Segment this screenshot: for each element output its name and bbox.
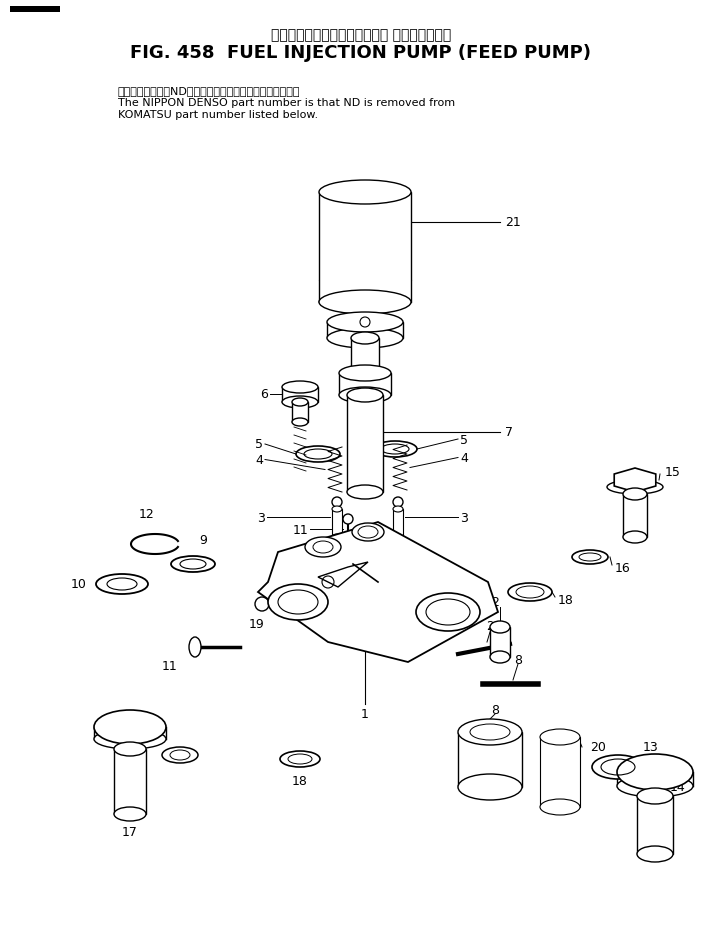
Ellipse shape xyxy=(623,531,647,544)
Ellipse shape xyxy=(282,382,318,393)
Polygon shape xyxy=(282,387,318,403)
Text: 8: 8 xyxy=(491,704,499,717)
Text: 20: 20 xyxy=(590,741,606,754)
Ellipse shape xyxy=(282,397,318,408)
Circle shape xyxy=(343,514,353,525)
Ellipse shape xyxy=(592,755,644,779)
Ellipse shape xyxy=(623,488,647,501)
Ellipse shape xyxy=(268,585,328,621)
Text: 9: 9 xyxy=(199,533,207,545)
Polygon shape xyxy=(351,339,379,373)
Circle shape xyxy=(255,597,269,611)
Text: 品番のメーカ記号NDを除いたものが日本電装の品番です。: 品番のメーカ記号NDを除いたものが日本電装の品番です。 xyxy=(118,86,300,96)
Ellipse shape xyxy=(339,366,391,382)
Ellipse shape xyxy=(540,799,580,815)
Ellipse shape xyxy=(393,534,403,541)
Bar xyxy=(10,7,60,13)
Polygon shape xyxy=(347,396,383,492)
Text: KOMATSU part number listed below.: KOMATSU part number listed below. xyxy=(118,109,318,120)
Text: 15: 15 xyxy=(665,466,681,479)
Polygon shape xyxy=(458,732,522,787)
Ellipse shape xyxy=(339,387,391,404)
Text: 21: 21 xyxy=(505,216,521,229)
Polygon shape xyxy=(540,737,580,807)
Ellipse shape xyxy=(637,846,673,863)
Text: 8: 8 xyxy=(514,653,522,665)
Ellipse shape xyxy=(416,593,480,631)
Circle shape xyxy=(332,498,342,507)
Text: 6: 6 xyxy=(260,388,268,401)
Ellipse shape xyxy=(393,506,403,512)
Ellipse shape xyxy=(327,328,403,348)
Text: 7: 7 xyxy=(505,426,513,439)
Ellipse shape xyxy=(292,399,308,407)
Polygon shape xyxy=(614,468,656,492)
Text: フェルインジェクションポンプ フィードポンプ: フェルインジェクションポンプ フィードポンプ xyxy=(271,28,451,42)
Text: The NIPPON DENSO part number is that ND is removed from: The NIPPON DENSO part number is that ND … xyxy=(118,98,455,108)
Ellipse shape xyxy=(458,774,522,801)
Ellipse shape xyxy=(332,506,342,512)
Text: FIG. 458  FUEL INJECTION PUMP (FEED PUMP): FIG. 458 FUEL INJECTION PUMP (FEED PUMP) xyxy=(131,44,591,62)
Text: 17: 17 xyxy=(122,825,138,839)
Polygon shape xyxy=(319,193,411,303)
Ellipse shape xyxy=(617,754,693,790)
Text: 4: 4 xyxy=(255,453,263,466)
Text: 10: 10 xyxy=(71,578,87,591)
Text: 3: 3 xyxy=(460,511,468,524)
Ellipse shape xyxy=(114,743,146,756)
Polygon shape xyxy=(637,796,673,854)
Text: 18: 18 xyxy=(292,775,308,787)
Text: 11: 11 xyxy=(292,523,308,536)
Ellipse shape xyxy=(540,729,580,745)
Text: 5: 5 xyxy=(255,438,263,451)
Ellipse shape xyxy=(347,486,383,500)
Polygon shape xyxy=(490,627,510,657)
Ellipse shape xyxy=(617,775,693,797)
Polygon shape xyxy=(393,509,403,538)
Ellipse shape xyxy=(352,524,384,542)
Ellipse shape xyxy=(94,729,166,749)
Text: 1: 1 xyxy=(361,707,369,721)
Ellipse shape xyxy=(351,332,379,345)
Polygon shape xyxy=(339,373,391,396)
Text: 2: 2 xyxy=(491,596,499,609)
Text: 2: 2 xyxy=(486,620,494,633)
Circle shape xyxy=(393,498,403,507)
Text: 19: 19 xyxy=(249,618,265,631)
Ellipse shape xyxy=(114,807,146,822)
Ellipse shape xyxy=(490,651,510,664)
Ellipse shape xyxy=(332,534,342,541)
Ellipse shape xyxy=(327,312,403,332)
Text: 13: 13 xyxy=(643,741,658,754)
Ellipse shape xyxy=(347,388,383,403)
Ellipse shape xyxy=(305,538,341,558)
Polygon shape xyxy=(114,749,146,814)
Text: 12: 12 xyxy=(139,508,155,521)
Ellipse shape xyxy=(189,637,201,657)
Ellipse shape xyxy=(94,710,166,744)
Ellipse shape xyxy=(458,720,522,745)
Text: 11: 11 xyxy=(162,659,178,672)
Text: 18: 18 xyxy=(558,594,574,606)
Polygon shape xyxy=(623,494,647,538)
Ellipse shape xyxy=(637,788,673,804)
Polygon shape xyxy=(292,403,308,423)
Ellipse shape xyxy=(490,622,510,633)
Polygon shape xyxy=(258,523,498,663)
Polygon shape xyxy=(327,323,403,339)
Polygon shape xyxy=(318,563,368,587)
Text: 14: 14 xyxy=(670,781,686,794)
Text: 4: 4 xyxy=(460,451,468,465)
Text: 3: 3 xyxy=(257,511,265,524)
Polygon shape xyxy=(332,509,342,538)
Ellipse shape xyxy=(319,290,411,315)
Ellipse shape xyxy=(292,419,308,426)
Ellipse shape xyxy=(319,181,411,205)
Ellipse shape xyxy=(351,367,379,380)
Text: 16: 16 xyxy=(615,561,631,574)
Text: 5: 5 xyxy=(460,433,468,446)
